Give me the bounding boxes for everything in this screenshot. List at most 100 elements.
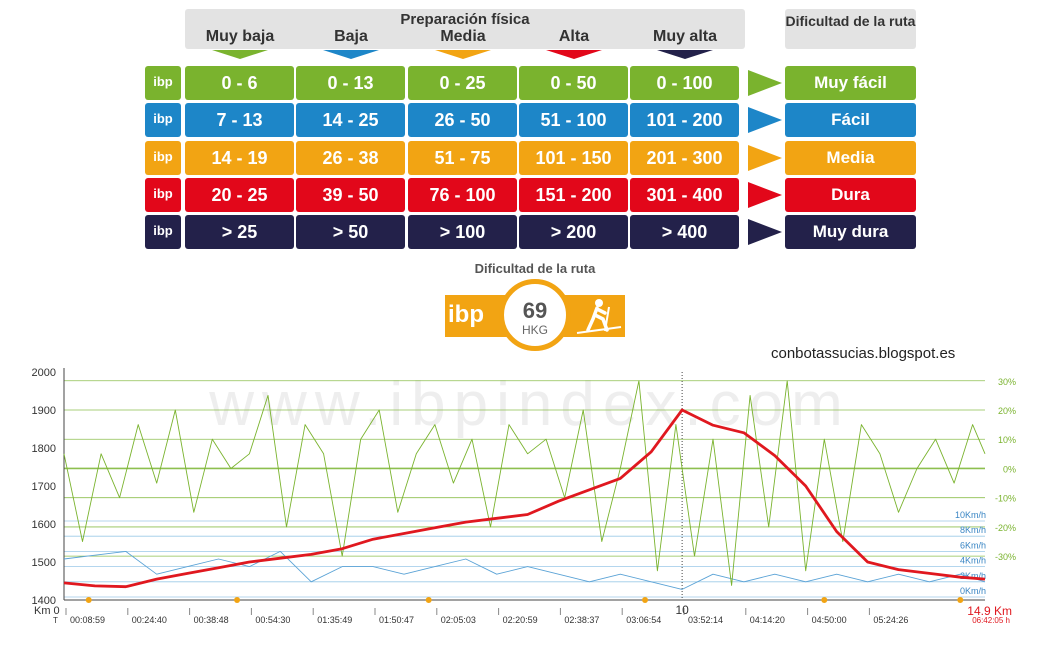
range-cell: 76 - 100	[408, 177, 517, 212]
time-tick-label: 00:24:40	[132, 615, 167, 625]
ibp-tag: ibp	[145, 66, 181, 100]
range-cell: > 100	[408, 215, 517, 250]
km-mid-label: 10	[675, 603, 689, 617]
waypoint-marker	[957, 597, 964, 603]
credit-text: conbotassucias.blogspot.es	[771, 345, 956, 362]
waypoint-marker	[85, 597, 92, 603]
level-marker	[546, 50, 602, 59]
range-cell: 14 - 19	[185, 140, 294, 175]
badge-label: Dificultad de la ruta	[474, 261, 596, 276]
slope-tick-label: 30%	[998, 377, 1016, 387]
ibp-tag: ibp	[145, 103, 181, 138]
hiker-icon	[576, 299, 622, 334]
range-cell: 26 - 38	[296, 140, 405, 175]
level-label: Muy baja	[205, 28, 275, 45]
range-cell: 101 - 200	[630, 103, 739, 138]
altitude-tick-label: 1400	[32, 595, 56, 607]
time-tick-label: 01:50:47	[379, 615, 414, 625]
slope-tick-label: -30%	[995, 552, 1016, 562]
badge-unit: HKG	[521, 323, 548, 337]
level-label: Muy alta	[652, 28, 717, 45]
speed-series-line	[63, 550, 986, 590]
speed-tick-label: 0Km/h	[960, 586, 986, 596]
range-cell: > 200	[519, 215, 628, 250]
time-tick-label: 01:35:49	[317, 615, 352, 625]
range-cell: > 400	[630, 215, 739, 250]
difficulty-result: Dura	[785, 177, 916, 212]
range-cell: 0 - 6	[185, 66, 294, 100]
total-time: 06:42:05 h	[972, 616, 1010, 625]
range-cell: 151 - 200	[519, 177, 628, 212]
range-cell: 301 - 400	[630, 177, 739, 212]
waypoint-marker	[642, 597, 649, 603]
time-tick-label: 00:38:48	[194, 615, 229, 625]
time-tick-label: 04:14:20	[750, 615, 785, 625]
slope-tick-label: 20%	[998, 406, 1016, 416]
time-tick-label: 03:06:54	[626, 615, 661, 625]
range-cell: 39 - 50	[296, 177, 405, 212]
slope-tick-label: -10%	[995, 494, 1016, 504]
slope-tick-label: 0%	[1003, 464, 1016, 474]
level-label: Baja	[334, 28, 368, 45]
range-cell: > 25	[185, 215, 294, 250]
slope-tick-label: -20%	[995, 523, 1016, 533]
level-marker	[657, 50, 713, 59]
arrow-icon	[748, 219, 782, 246]
level-marker	[435, 50, 491, 59]
ibp-tag: ibp	[145, 215, 181, 250]
time-tick-label: 00:08:59	[70, 615, 105, 625]
arrow-icon	[748, 107, 782, 134]
range-cell: 7 - 13	[185, 103, 294, 138]
level-label: Alta	[558, 28, 590, 45]
altitude-tick-label: 2000	[32, 367, 56, 379]
badge-circle: 69 HKG	[499, 279, 571, 351]
arrow-icon	[748, 70, 782, 96]
difficulty-result: Media	[785, 140, 916, 175]
watermark-text: www.ibpindex.com	[208, 370, 850, 439]
waypoint-marker	[234, 597, 241, 603]
difficulty-result: Muy fácil	[785, 66, 916, 100]
level-label: Media	[440, 28, 486, 45]
prep-title: Preparación física	[400, 11, 530, 28]
speed-tick-label: 8Km/h	[960, 525, 986, 535]
difficulty-result: Muy dura	[785, 215, 916, 250]
prep-header-box	[185, 9, 745, 49]
level-marker	[323, 50, 379, 59]
km-start-label: Km 0	[34, 605, 60, 617]
time-tick-label: 05:24:26	[873, 615, 908, 625]
ibp-tag: ibp	[145, 140, 181, 175]
waypoint-marker	[821, 597, 828, 603]
range-cell: 20 - 25	[185, 177, 294, 212]
altitude-tick-label: 1600	[32, 519, 56, 531]
speed-tick-label: 4Km/h	[960, 556, 986, 566]
altitude-tick-label: 1900	[32, 405, 56, 417]
arrow-icon	[748, 144, 782, 171]
range-cell: 201 - 300	[630, 140, 739, 175]
range-cell: 51 - 100	[519, 103, 628, 138]
level-marker	[212, 50, 268, 59]
waypoint-marker	[425, 597, 432, 603]
time-tick-label: 02:05:03	[441, 615, 476, 625]
total-distance: 14.9 Km	[967, 604, 1012, 618]
time-row-label: T	[53, 616, 58, 625]
badge-score: 69	[522, 298, 548, 323]
range-cell: 51 - 75	[408, 140, 517, 175]
badge-brand: ibp	[448, 301, 484, 328]
difficulty-result: Fácil	[785, 103, 916, 138]
arrow-icon	[748, 181, 782, 208]
speed-tick-label: 6Km/h	[960, 540, 986, 550]
range-cell: 0 - 50	[519, 66, 628, 100]
slope-tick-label: 10%	[998, 435, 1016, 445]
difficulty-header: Dificultad de la ruta	[785, 9, 916, 49]
time-tick-label: 02:20:59	[503, 615, 538, 625]
time-tick-label: 03:52:14	[688, 615, 723, 625]
slope-series-line	[63, 380, 986, 586]
range-cell: 14 - 25	[296, 103, 405, 138]
range-cell: 0 - 25	[408, 66, 517, 100]
range-cell: 0 - 13	[296, 66, 405, 100]
speed-tick-label: 10Km/h	[955, 510, 986, 520]
range-cell: 101 - 150	[519, 140, 628, 175]
ibp-tag: ibp	[145, 177, 181, 212]
altitude-tick-label: 1800	[32, 443, 56, 455]
